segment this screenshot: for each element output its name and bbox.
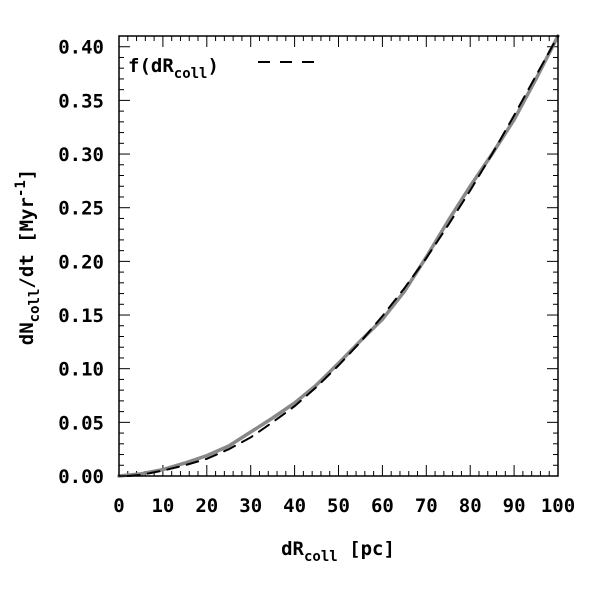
y-tick-label: 0.30 xyxy=(58,144,104,166)
y-tick-label: 0.25 xyxy=(58,198,104,220)
series-line-dashed xyxy=(126,35,559,477)
x-tick-label: 70 xyxy=(415,495,438,517)
series-line-solid xyxy=(117,34,560,478)
y-tick-label: 0.00 xyxy=(58,466,104,488)
y-tick-label: 0.35 xyxy=(58,90,104,112)
x-tick-label: 90 xyxy=(503,495,526,517)
y-axis-title: dNcoll/dt [Myr-1] xyxy=(13,169,43,345)
legend-label: f(dRcoll) xyxy=(128,55,219,82)
x-tick-label: 60 xyxy=(371,495,394,517)
x-tick-label: 30 xyxy=(239,495,262,517)
y-tick-label: 0.40 xyxy=(58,37,104,59)
series-layer xyxy=(117,34,560,478)
x-tick-label: 0 xyxy=(113,495,124,517)
x-tick-label: 40 xyxy=(283,495,306,517)
axis-ticks xyxy=(118,35,559,477)
x-tick-label: 100 xyxy=(541,495,575,517)
tick-labels: 0 10 20 30 40 50 60 70 80 90 100 0.00 0.05 0.10 0.15 0.… xyxy=(58,37,575,517)
x-tick-label: 80 xyxy=(459,495,482,517)
y-tick-label: 0.20 xyxy=(58,251,104,273)
x-axis-title: dRcoll [pc] xyxy=(281,538,395,565)
y-tick-label: 0.10 xyxy=(58,359,104,381)
x-tick-label: 10 xyxy=(151,495,174,517)
y-tick-label: 0.05 xyxy=(58,412,104,434)
plot-frame xyxy=(118,35,559,477)
x-tick-label: 20 xyxy=(195,495,218,517)
legend: f(dRcoll) xyxy=(128,55,322,82)
y-tick-label: 0.15 xyxy=(58,305,104,327)
x-tick-label: 50 xyxy=(327,495,350,517)
